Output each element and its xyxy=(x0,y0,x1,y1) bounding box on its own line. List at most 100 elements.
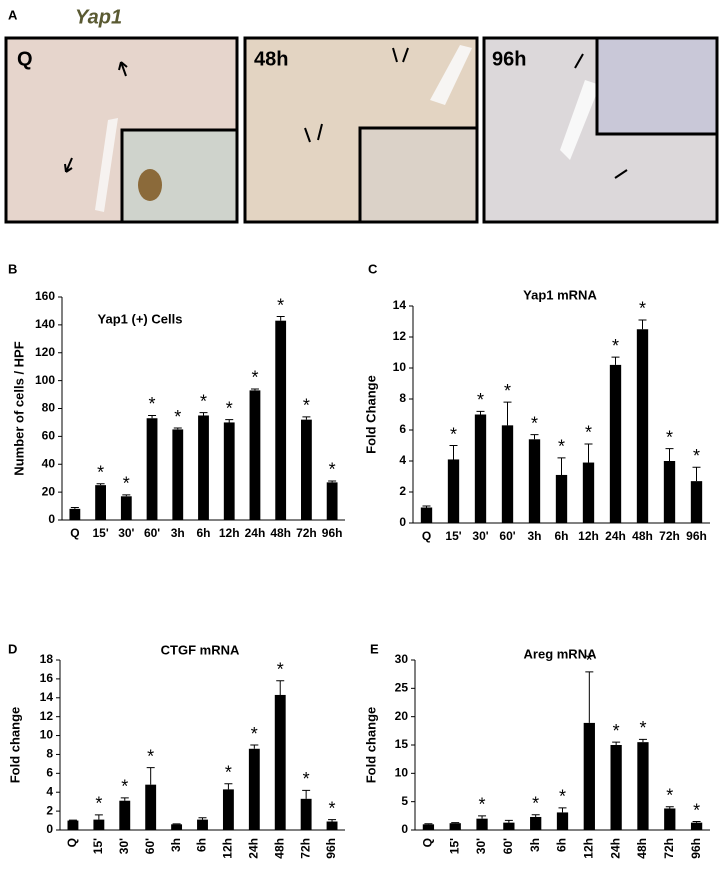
x-tick-label: 15' xyxy=(92,526,108,540)
x-tick-label: 24h xyxy=(605,529,626,543)
significance-marker: * xyxy=(95,794,102,814)
significance-marker: * xyxy=(693,800,700,820)
panel-label: D xyxy=(8,641,17,656)
error-bar xyxy=(693,467,701,481)
significance-marker: * xyxy=(277,295,284,315)
bar xyxy=(121,496,132,520)
y-tick-label: 0 xyxy=(401,822,408,836)
error-bar xyxy=(558,458,566,475)
bar xyxy=(421,508,432,524)
y-tick-label: 4 xyxy=(399,453,406,467)
x-tick-label: 6h xyxy=(554,529,568,543)
significance-marker: * xyxy=(558,437,565,457)
significance-marker: * xyxy=(504,381,511,401)
bar xyxy=(637,742,648,830)
significance-marker: * xyxy=(532,793,539,813)
y-tick-label: 18 xyxy=(40,652,54,666)
y-tick-label: 25 xyxy=(395,681,409,695)
error-bar xyxy=(450,446,458,460)
error-bar xyxy=(559,808,567,813)
x-tick-label: 48h xyxy=(272,838,286,859)
significance-marker: * xyxy=(639,718,646,738)
significance-marker: * xyxy=(251,724,258,744)
error-bar xyxy=(276,681,284,695)
x-tick-label: 96h xyxy=(689,838,703,859)
significance-marker: * xyxy=(200,391,207,411)
bar xyxy=(250,390,261,520)
y-tick-label: 120 xyxy=(35,345,55,359)
y-tick-label: 80 xyxy=(42,401,56,415)
y-axis-label: Number of cells / HPF xyxy=(11,341,26,475)
error-bar xyxy=(639,320,647,329)
x-tick-label: 60' xyxy=(501,838,515,854)
bar xyxy=(423,824,434,830)
y-tick-label: 4 xyxy=(46,784,53,798)
y-axis-label: Fold change xyxy=(7,707,22,784)
significance-marker: * xyxy=(666,786,673,806)
y-tick-label: 10 xyxy=(395,766,409,780)
error-bar xyxy=(121,798,129,801)
x-tick-label: 60' xyxy=(143,838,157,854)
image-label: 96h xyxy=(492,48,526,70)
error-bar xyxy=(225,420,233,423)
significance-marker: * xyxy=(149,394,156,414)
significance-marker: * xyxy=(559,787,566,807)
error-bar xyxy=(504,402,512,425)
y-tick-label: 20 xyxy=(395,709,409,723)
bar xyxy=(556,475,567,523)
error-bar xyxy=(122,495,130,496)
error-bar xyxy=(585,672,593,723)
error-bar xyxy=(531,435,539,440)
chart-title: Yap1 (+) Cells xyxy=(98,311,183,326)
x-tick-label: 15' xyxy=(91,838,105,854)
image-label: 48h xyxy=(254,48,288,70)
x-tick-label: 96h xyxy=(324,838,338,859)
x-tick-label: 15' xyxy=(447,838,461,854)
bar xyxy=(301,799,312,830)
error-bar xyxy=(199,818,207,820)
x-tick-label: Q xyxy=(422,529,431,543)
error-bar xyxy=(250,745,258,749)
bar xyxy=(502,425,513,523)
x-tick-label: Q xyxy=(70,526,79,540)
significance-marker: * xyxy=(225,762,232,782)
x-tick-label: 3h xyxy=(528,838,542,852)
y-tick-label: 140 xyxy=(35,317,55,331)
bar xyxy=(327,482,338,520)
error-bar xyxy=(451,823,459,824)
x-tick-label: 72h xyxy=(296,526,317,540)
y-tick-label: 8 xyxy=(46,747,53,761)
bar xyxy=(476,819,487,830)
significance-marker: * xyxy=(329,460,336,480)
significance-marker: * xyxy=(303,396,310,416)
x-tick-label: 60' xyxy=(144,526,160,540)
y-tick-label: 2 xyxy=(399,484,406,498)
significance-marker: * xyxy=(639,299,646,319)
y-tick-label: 20 xyxy=(42,484,56,498)
bar xyxy=(95,485,106,520)
significance-marker: * xyxy=(531,413,538,433)
bar xyxy=(172,429,183,520)
bar xyxy=(450,823,461,830)
error-bar xyxy=(666,449,674,461)
y-tick-label: 100 xyxy=(35,373,55,387)
x-tick-label: 15' xyxy=(445,529,461,543)
error-bar xyxy=(693,822,701,823)
bar xyxy=(583,463,594,523)
error-bar xyxy=(302,417,310,420)
x-tick-label: 6h xyxy=(196,526,210,540)
bar xyxy=(448,459,459,523)
panel-title: Yap1 xyxy=(75,6,122,28)
significance-marker: * xyxy=(666,427,673,447)
x-tick-label: 48h xyxy=(632,529,653,543)
y-tick-label: 15 xyxy=(395,737,409,751)
significance-marker: * xyxy=(121,777,128,797)
y-tick-label: 8 xyxy=(399,391,406,405)
x-tick-label: 24h xyxy=(245,526,266,540)
error-bar xyxy=(639,739,647,742)
y-tick-label: 30 xyxy=(395,652,409,666)
bar xyxy=(611,745,622,830)
bar xyxy=(171,824,182,830)
y-tick-label: 160 xyxy=(35,289,55,303)
